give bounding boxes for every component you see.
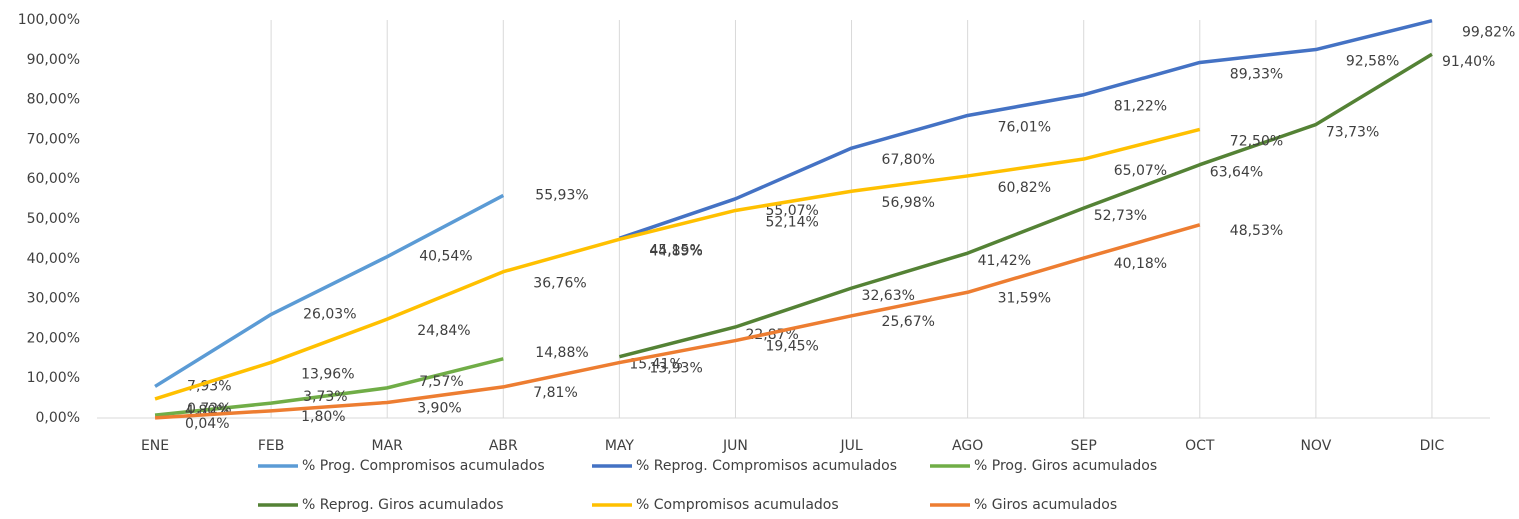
data-label: 1,80% [301, 409, 345, 425]
legend-label: % Reprog. Giros acumulados [302, 497, 504, 513]
x-tick-label: SEP [1071, 438, 1097, 454]
data-label: 31,59% [998, 290, 1051, 306]
y-tick-label: 70,00% [27, 131, 80, 147]
x-tick-label: JUL [839, 438, 862, 454]
legend-label: % Reprog. Compromisos acumulados [636, 458, 897, 474]
legend-label: % Prog. Compromisos acumulados [302, 458, 545, 474]
x-tick-label: MAR [372, 438, 404, 454]
data-label: 89,33% [1230, 66, 1283, 82]
y-tick-label: 30,00% [27, 291, 80, 307]
data-label: 60,82% [998, 180, 1051, 196]
series-line [154, 223, 1201, 420]
data-label: 7,81% [533, 385, 577, 401]
data-label: 24,84% [417, 323, 470, 339]
data-label: 32,63% [862, 288, 915, 304]
data-label: 13,96% [301, 366, 354, 382]
data-label: 73,73% [1326, 125, 1379, 141]
data-label: 25,67% [882, 314, 935, 330]
x-tick-label: MAY [605, 438, 635, 454]
data-label: 76,01% [998, 119, 1051, 135]
data-label: 36,76% [533, 276, 586, 292]
data-label: 14,88% [535, 345, 588, 361]
y-tick-label: 90,00% [27, 52, 80, 68]
y-tick-label: 10,00% [27, 370, 80, 386]
y-tick-label: 40,00% [27, 251, 80, 267]
data-label: 3,73% [303, 389, 347, 405]
data-label: 40,18% [1114, 256, 1167, 272]
data-label: 91,40% [1442, 54, 1495, 70]
data-label: 99,82% [1462, 25, 1515, 41]
series-line [154, 127, 1201, 401]
data-label: 26,03% [303, 306, 356, 322]
y-tick-label: 100,00% [18, 12, 80, 28]
data-label: 3,90% [417, 400, 461, 416]
data-label: 15,41% [629, 357, 682, 373]
legend-label: % Giros acumulados [974, 497, 1117, 513]
data-label: 72,50% [1230, 133, 1283, 149]
legend-label: % Prog. Giros acumulados [974, 458, 1157, 474]
x-tick-label: JUN [722, 438, 748, 454]
data-label: 92,58% [1346, 54, 1399, 70]
y-tick-label: 60,00% [27, 171, 80, 187]
y-tick-label: 0,00% [36, 410, 80, 426]
data-label: 7,93% [187, 378, 231, 394]
data-label: 55,07% [765, 203, 818, 219]
x-tick-label: DIC [1420, 438, 1445, 454]
data-label: 13,93% [649, 361, 702, 377]
data-label: 41,42% [978, 253, 1031, 269]
x-tick-label: ABR [489, 438, 518, 454]
x-tick-label: FEB [258, 438, 285, 454]
x-tick-label: AGO [952, 438, 983, 454]
data-label: 65,07% [1114, 163, 1167, 179]
data-label: 52,14% [765, 214, 818, 230]
x-tick-label: ENE [141, 438, 169, 454]
data-label: 45,15% [649, 242, 702, 258]
data-label: 55,93% [535, 187, 588, 203]
series-line [154, 193, 505, 388]
data-label: 52,73% [1094, 208, 1147, 224]
data-label: 63,64% [1210, 165, 1263, 181]
x-tick-label: NOV [1300, 438, 1331, 454]
legend-label: % Compromisos acumulados [636, 497, 839, 513]
data-label: 48,53% [1230, 223, 1283, 239]
x-tick-label: OCT [1185, 438, 1215, 454]
data-label: 7,57% [419, 374, 463, 390]
y-tick-label: 50,00% [27, 211, 80, 227]
data-label: 40,54% [419, 249, 472, 265]
data-label: 44,89% [649, 243, 702, 259]
data-label: 19,45% [765, 339, 818, 355]
data-label: 67,80% [882, 152, 935, 168]
series-line [618, 19, 1433, 240]
y-tick-label: 20,00% [27, 330, 80, 346]
data-label: 0,04% [185, 416, 229, 432]
data-label: 56,98% [882, 195, 935, 211]
series-line [618, 52, 1433, 359]
series-line [154, 357, 504, 417]
y-tick-label: 80,00% [27, 92, 80, 108]
data-label: 81,22% [1114, 99, 1167, 115]
